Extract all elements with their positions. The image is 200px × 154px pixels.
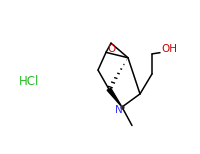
Text: N: N — [115, 105, 123, 115]
Polygon shape — [107, 89, 122, 107]
Text: O: O — [107, 44, 115, 53]
Text: OH: OH — [161, 44, 177, 53]
Text: HCl: HCl — [19, 75, 39, 88]
